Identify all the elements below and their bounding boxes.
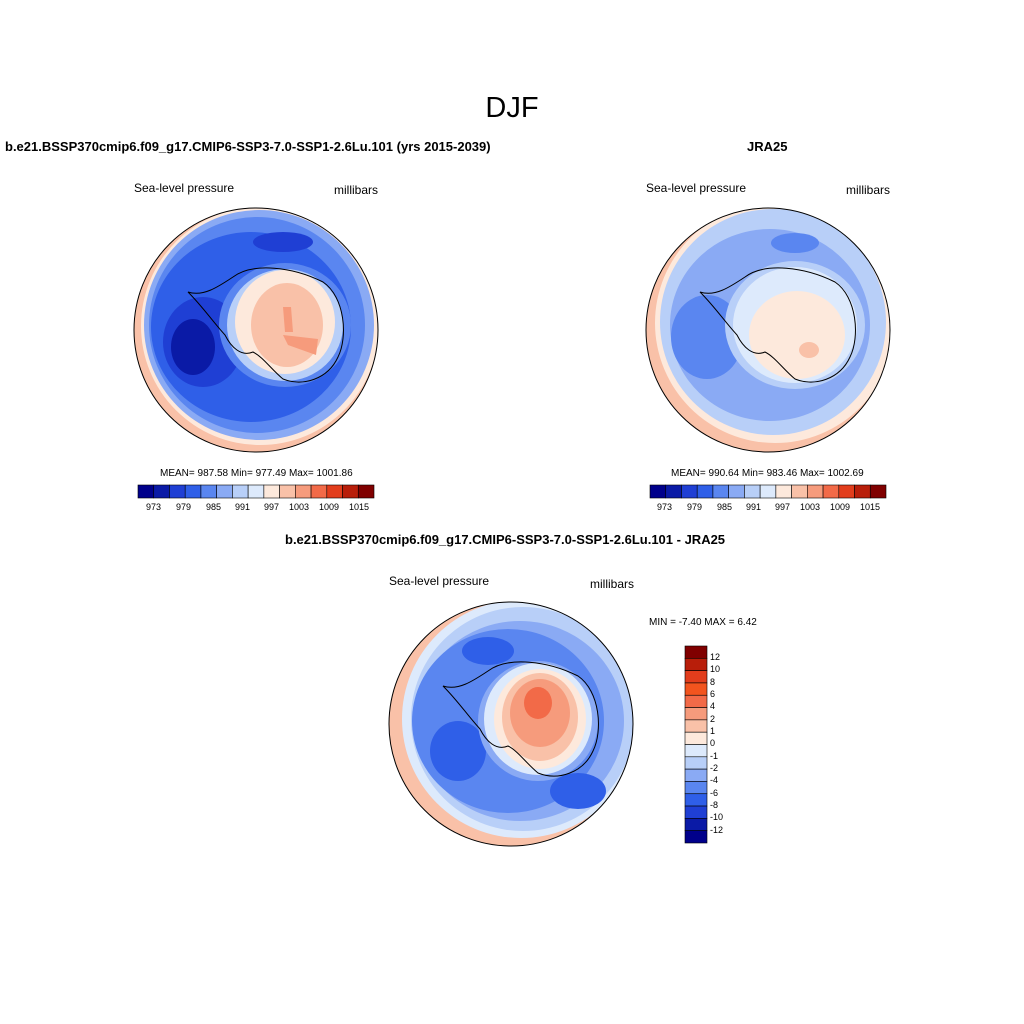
panel1-variable-label: Sea-level pressure xyxy=(134,181,235,195)
panel1-tick: 1003 xyxy=(289,502,310,512)
colorbar-swatch xyxy=(137,484,155,499)
colorbar-swatch xyxy=(263,484,280,499)
colorbar-swatch xyxy=(295,484,312,499)
panel1-title: b.e21.BSSP370cmip6.f09_g17.CMIP6-SSP3-7.… xyxy=(5,139,491,154)
colorbar-swatch xyxy=(684,682,708,696)
colorbar-swatch xyxy=(696,484,714,499)
colorbar-swatch xyxy=(684,670,708,684)
colorbar-swatch xyxy=(684,694,708,708)
panel3-tick: -1 xyxy=(710,751,719,761)
figure-title: DJF xyxy=(485,92,539,124)
colorbar-swatch xyxy=(684,719,708,733)
panel3-tick: 10 xyxy=(710,664,721,674)
colorbar-swatch xyxy=(791,484,808,499)
colorbar-swatch xyxy=(775,484,792,499)
colorbar-swatch xyxy=(665,484,682,499)
colorbar-swatch xyxy=(232,484,249,499)
panel2-tick: 985 xyxy=(717,502,733,512)
panel2-stats: MEAN= 990.64 Min= 983.46 Max= 1002.69 xyxy=(671,468,864,479)
panel3-tick: -6 xyxy=(710,788,719,798)
panel3-tick: 8 xyxy=(710,677,716,687)
colorbar-swatch xyxy=(684,793,708,807)
colorbar-swatch xyxy=(712,484,729,499)
panel2-tick: 1009 xyxy=(830,502,851,512)
colorbar-swatch xyxy=(279,484,296,499)
panel3-tick: 4 xyxy=(710,701,716,711)
panel1-tick: 997 xyxy=(264,502,280,512)
panel3-colorbar xyxy=(684,645,708,844)
colorbar-swatch xyxy=(684,645,708,659)
colorbar-swatch xyxy=(684,658,708,671)
colorbar-swatch xyxy=(216,484,233,499)
colorbar-swatch xyxy=(681,484,698,499)
panel3-title: b.e21.BSSP370cmip6.f09_g17.CMIP6-SSP3-7.… xyxy=(285,532,726,547)
colorbar-swatch xyxy=(200,484,217,499)
colorbar-swatch xyxy=(326,484,343,499)
panel2-tick: 979 xyxy=(687,502,703,512)
colorbar-swatch xyxy=(184,484,202,499)
panel2-tick: 973 xyxy=(657,502,673,512)
panel3-map xyxy=(388,601,634,847)
panel1-units-label: millibars xyxy=(334,183,379,197)
panel3-tick: 12 xyxy=(710,652,721,662)
panel1-stats: MEAN= 987.58 Min= 977.49 Max= 1001.86 xyxy=(160,468,353,479)
panel3-tick: -4 xyxy=(710,775,719,785)
colorbar-swatch xyxy=(684,707,708,721)
panel2-map xyxy=(645,207,891,453)
colorbar-swatch xyxy=(684,830,708,844)
panel3-tick: 0 xyxy=(710,738,716,748)
colorbar-swatch xyxy=(247,484,265,499)
panel1-tick: 985 xyxy=(206,502,222,512)
panel1-map xyxy=(133,207,379,453)
panel2-title: JRA25 xyxy=(747,139,788,154)
panel2-variable-label: Sea-level pressure xyxy=(646,181,747,195)
panel1-colorbar xyxy=(137,484,375,499)
panel1-tick: 1015 xyxy=(349,502,370,512)
panel3-tick: 2 xyxy=(710,714,716,724)
colorbar-swatch xyxy=(728,484,745,499)
panel2-tick: 1015 xyxy=(860,502,881,512)
colorbar-swatch xyxy=(822,484,840,499)
panel1-tick: 973 xyxy=(146,502,162,512)
colorbar-swatch xyxy=(684,731,708,745)
panel3-variable-label: Sea-level pressure xyxy=(389,574,490,588)
colorbar-swatch xyxy=(759,484,777,499)
panel2-units-label: millibars xyxy=(846,183,891,197)
colorbar-swatch xyxy=(169,484,186,499)
colorbar-swatch xyxy=(684,768,708,782)
panel3-tick: 6 xyxy=(710,689,716,699)
panel2-tick: 1003 xyxy=(800,502,821,512)
colorbar-swatch xyxy=(807,484,824,499)
colorbar-swatch xyxy=(869,484,887,499)
colorbar-swatch xyxy=(684,744,708,758)
colorbar-swatch xyxy=(838,484,855,499)
colorbar-swatch xyxy=(684,818,708,831)
colorbar-swatch xyxy=(684,756,708,770)
colorbar-swatch xyxy=(744,484,761,499)
colorbar-swatch xyxy=(342,484,359,499)
panel2-colorbar xyxy=(649,484,887,499)
panel3-tick: -12 xyxy=(710,825,724,835)
colorbar-swatch xyxy=(357,484,375,499)
panel3-units-label: millibars xyxy=(590,577,635,591)
panel3-stats: MIN = -7.40 MAX = 6.42 xyxy=(649,617,757,628)
panel1-tick: 979 xyxy=(176,502,192,512)
panel1-tick: 1009 xyxy=(319,502,340,512)
panel3-tick: -10 xyxy=(710,812,724,822)
panel3-tick: -2 xyxy=(710,763,719,773)
colorbar-swatch xyxy=(684,805,708,819)
colorbar-swatch xyxy=(153,484,170,499)
panel2-tick: 997 xyxy=(775,502,791,512)
panel3-tick: -8 xyxy=(710,800,719,810)
panel2-tick: 991 xyxy=(746,502,762,512)
panel3-tick: 1 xyxy=(710,726,716,736)
colorbar-swatch xyxy=(684,781,708,795)
panel1-tick: 991 xyxy=(235,502,251,512)
colorbar-swatch xyxy=(310,484,328,499)
colorbar-swatch xyxy=(854,484,871,499)
colorbar-swatch xyxy=(649,484,667,499)
